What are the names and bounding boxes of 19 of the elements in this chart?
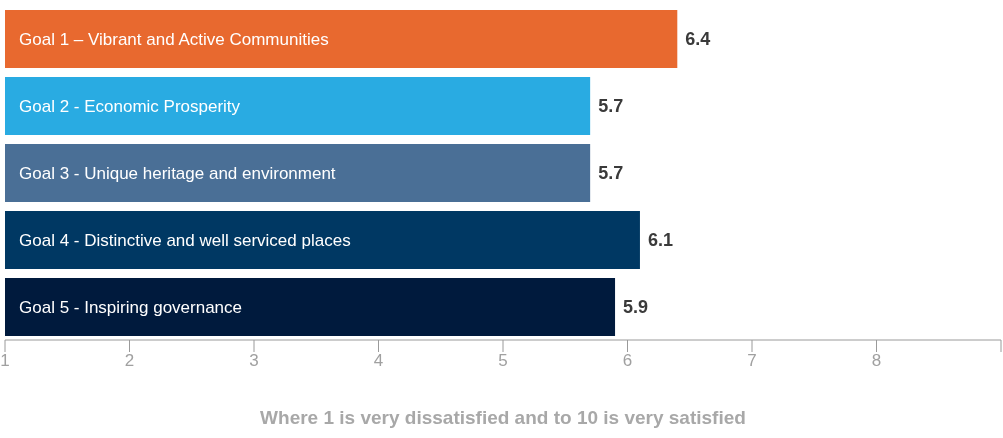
data-label: 6.4	[685, 29, 711, 50]
data-label: 6.1	[647, 230, 673, 251]
x-tick-label: 2	[124, 351, 135, 371]
x-tick-label: 6	[622, 351, 633, 371]
data-label: 5.9	[623, 297, 649, 318]
x-axis-title: Where 1 is very dissatisfied and to 10 is very satisfied	[260, 407, 746, 428]
x-tick-label: 3	[249, 351, 259, 371]
x-tick-label: 1	[0, 351, 10, 371]
y-tick-label: Goal 1 – Vibrant and Active Communities	[19, 30, 329, 50]
data-label: 5.7	[598, 96, 624, 117]
data-label: 5.7	[598, 163, 624, 184]
x-tick-label: 8	[871, 351, 882, 371]
y-tick-label: Goal 3 - Unique heritage and environment	[19, 164, 336, 184]
x-tick-label: 7	[747, 351, 757, 371]
x-tick-label: 5	[498, 351, 508, 371]
y-tick-label: Goal 5 - Inspiring governance	[19, 298, 243, 318]
y-tick-label: Goal 2 - Economic Prosperity	[19, 97, 241, 117]
x-tick-label: 4	[373, 351, 384, 371]
y-tick-label: Goal 4 - Distinctive and well serviced places	[19, 231, 351, 251]
